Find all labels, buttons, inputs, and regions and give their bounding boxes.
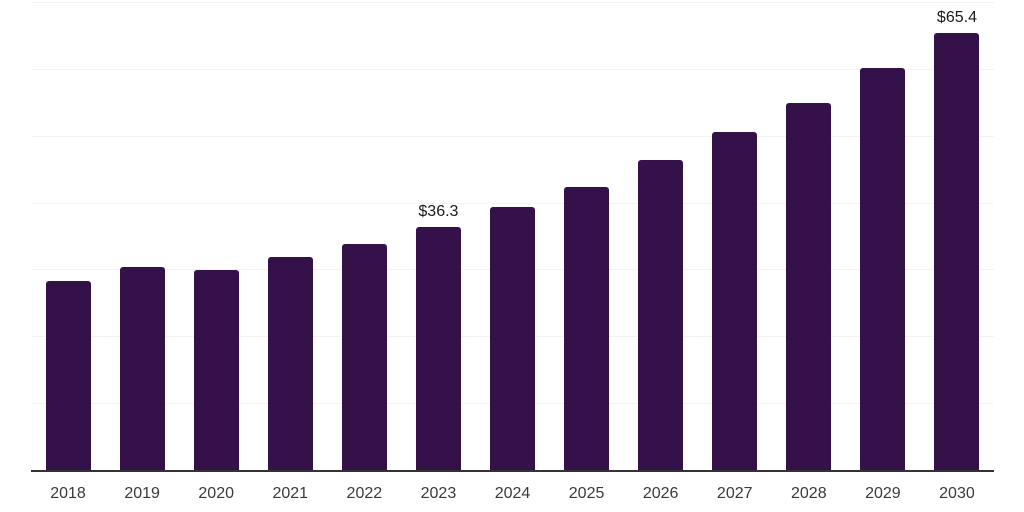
x-tick-2026: 2026 xyxy=(642,485,679,502)
x-tick-2029: 2029 xyxy=(865,485,901,502)
x-tick-2028: 2028 xyxy=(791,485,827,502)
bar-2022 xyxy=(341,244,387,470)
x-tick-2024: 2024 xyxy=(494,485,531,502)
x-axis-line xyxy=(31,470,994,472)
gridline-50 xyxy=(31,135,994,137)
x-tick-2025: 2025 xyxy=(568,485,605,502)
bar-2026 xyxy=(638,160,684,470)
x-tick-2027: 2027 xyxy=(716,485,753,502)
bar-2019 xyxy=(119,266,165,470)
gridline-70 xyxy=(31,2,994,3)
x-tick-2020: 2020 xyxy=(198,485,234,502)
x-tick-2022: 2022 xyxy=(346,485,383,502)
gridline-40 xyxy=(31,202,994,204)
value-label-2030: $65.4 xyxy=(936,8,977,26)
bar-2025 xyxy=(564,186,610,470)
x-tick-2018: 2018 xyxy=(50,485,86,502)
bar-2021 xyxy=(267,257,313,470)
bar-2018 xyxy=(45,280,91,470)
bar-2020 xyxy=(193,270,239,470)
gridline-60 xyxy=(31,68,994,70)
bar-2023 xyxy=(415,227,461,470)
value-label-2023: $36.3 xyxy=(418,203,459,221)
bar-2030 xyxy=(934,32,980,470)
plot-area: $36.3 $65.4 2018 2019 2020 2021 2022 2023 2024 2… xyxy=(31,0,994,512)
x-tick-2030: 2030 xyxy=(939,485,975,502)
x-tick-2019: 2019 xyxy=(124,485,160,502)
bar-2024 xyxy=(490,207,535,470)
bar-2027 xyxy=(712,132,758,470)
x-tick-2021: 2021 xyxy=(272,485,309,502)
bar-2029 xyxy=(860,68,906,470)
x-tick-2023: 2023 xyxy=(420,485,457,502)
bar-2028 xyxy=(786,102,832,470)
